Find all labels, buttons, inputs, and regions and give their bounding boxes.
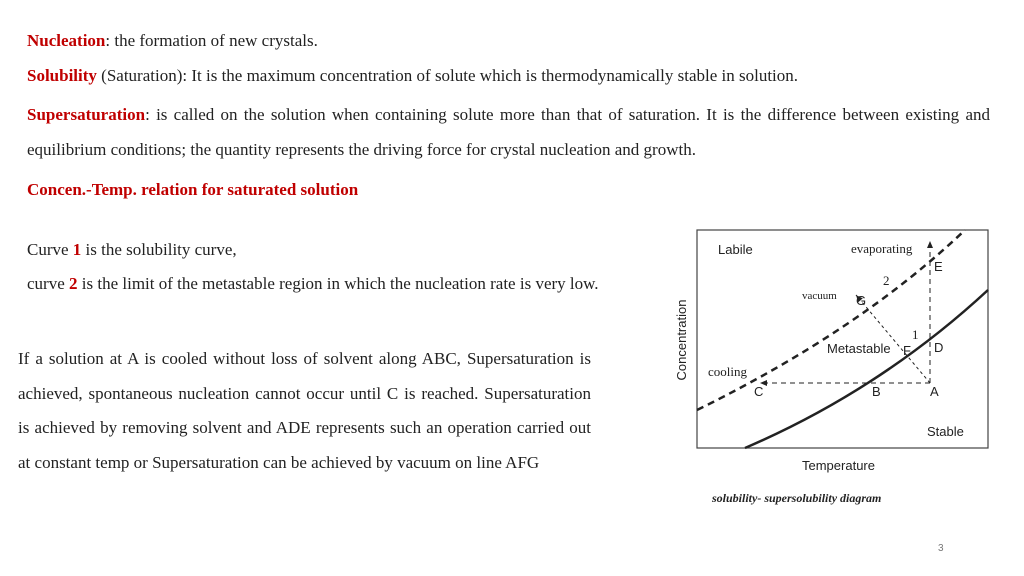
curve-number: 1 — [72, 240, 82, 259]
term: Supersaturation — [27, 105, 146, 124]
label: E — [934, 259, 943, 274]
paragraph: If a solution at A is cooled without los… — [18, 349, 591, 473]
page-number: 3 — [938, 543, 944, 554]
x-axis-label: Temperature — [802, 458, 875, 473]
caption: solubility- supersolubility diagram — [711, 491, 881, 505]
curve-text: is the limit of the metastable region in… — [81, 274, 599, 293]
term: Solubility — [27, 66, 97, 85]
curve-note: curve 2 is the limit of the metastable reg… — [27, 274, 599, 294]
label: Metastable — [827, 341, 891, 356]
curve-number: 2 — [69, 274, 78, 293]
definition: Nucleation: the formation of new crystal… — [27, 31, 318, 51]
label: D — [934, 340, 943, 355]
definition-text: (Saturation): It is the maximum concentr… — [101, 66, 799, 85]
label: B — [872, 384, 881, 399]
label: Stable — [927, 424, 964, 439]
label: C — [754, 384, 763, 399]
curve-note: Curve 1 is the solubility curve, — [27, 240, 237, 260]
prefix: Curve — [27, 240, 69, 259]
vacuum-line — [855, 294, 931, 384]
label: vacuum — [802, 290, 837, 302]
term: Nucleation — [27, 31, 106, 50]
label: evaporating — [851, 241, 913, 256]
label: cooling — [708, 364, 747, 379]
diagram-frame — [696, 229, 989, 449]
label: G — [856, 293, 866, 308]
curve-text: is the solubility curve, — [85, 240, 237, 259]
definition: Solubility (Saturation): It is the maximu… — [27, 66, 798, 86]
supersolubility-curve — [696, 229, 966, 412]
label: 2 — [883, 273, 890, 288]
solubility-curve — [744, 289, 989, 450]
y-axis-label: Concentration — [674, 300, 689, 381]
heading: Concen.-Temp. relation for saturated sol… — [27, 180, 359, 199]
definition-text: : is called on the solution when contain… — [27, 105, 990, 159]
definition-text: : the formation of new crystals. — [105, 31, 318, 50]
prefix: curve — [27, 274, 65, 293]
definition: Supersaturation: is called on the soluti… — [27, 98, 990, 167]
label: F — [903, 343, 911, 358]
label: A — [930, 384, 939, 399]
label: 1 — [912, 327, 919, 342]
label: Labile — [718, 242, 753, 257]
